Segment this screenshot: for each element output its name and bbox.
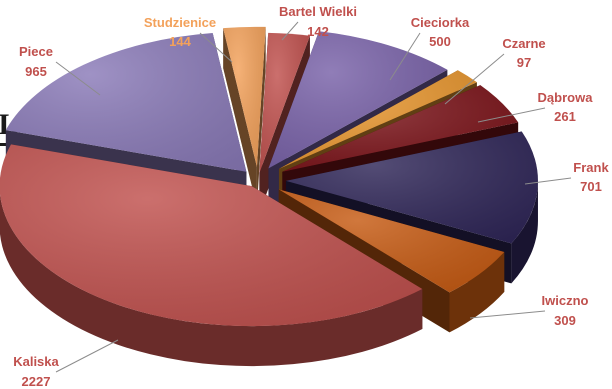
slice-sheen [278, 70, 477, 169]
data-label-name-d-browa: Dąbrowa [538, 90, 594, 105]
data-label-name-cieciorka: Cieciorka [411, 15, 470, 30]
slice-sheen [223, 26, 266, 167]
slice-outer-wall [511, 180, 538, 284]
slice-side-wall [256, 26, 266, 207]
slice-sheen [278, 189, 505, 293]
data-label-value-studzienice: 144 [169, 34, 191, 49]
leader-line-bartel-wielki [281, 21, 299, 41]
slice-sheen [285, 131, 538, 244]
slice-kaliska [0, 144, 423, 367]
data-label-value-piece: 965 [25, 64, 47, 79]
slice-sheen [0, 144, 423, 327]
data-label-value-d-browa: 261 [554, 109, 576, 124]
data-label-name-piece: Piece [19, 44, 53, 59]
leader-line-piece [55, 61, 101, 96]
leader-line-iwiczno [469, 310, 546, 319]
leader-line-frank [524, 177, 572, 185]
data-label-name-bartel-wielki: Bartel Wielki [279, 4, 357, 19]
data-label-name-frank: Frank [573, 160, 609, 175]
data-label-name-iwiczno: Iwiczno [542, 293, 589, 308]
leader-line-studzienice [199, 32, 233, 63]
data-label-name-czarne: Czarne [502, 36, 545, 51]
data-label-value-cieciorka: 500 [429, 34, 451, 49]
slice-sheen [5, 33, 247, 172]
slice-outer-wall [449, 251, 505, 333]
data-label-value-kaliska: 2227 [22, 374, 51, 389]
slice-studzienice [223, 26, 266, 207]
data-label-value-bartel-wielki: 142 [307, 24, 329, 39]
slice-sheen [282, 85, 519, 172]
slice-sheen [259, 32, 310, 173]
slice-sheen [268, 31, 448, 169]
data-label-name-studzienice: Studzienice [144, 15, 216, 30]
leader-line-czarne [444, 53, 505, 105]
data-label-name-kaliska: Kaliska [13, 354, 59, 369]
data-label-value-frank: 701 [580, 179, 602, 194]
data-label-value-iwiczno: 309 [554, 313, 576, 328]
data-label-value-czarne: 97 [517, 55, 531, 70]
leader-line-d-browa [477, 107, 546, 123]
slice-side-wall [223, 28, 257, 207]
leader-line-cieciorka [389, 32, 421, 81]
leader-line-kaliska [55, 339, 119, 373]
slice-outer-wall [0, 193, 423, 367]
